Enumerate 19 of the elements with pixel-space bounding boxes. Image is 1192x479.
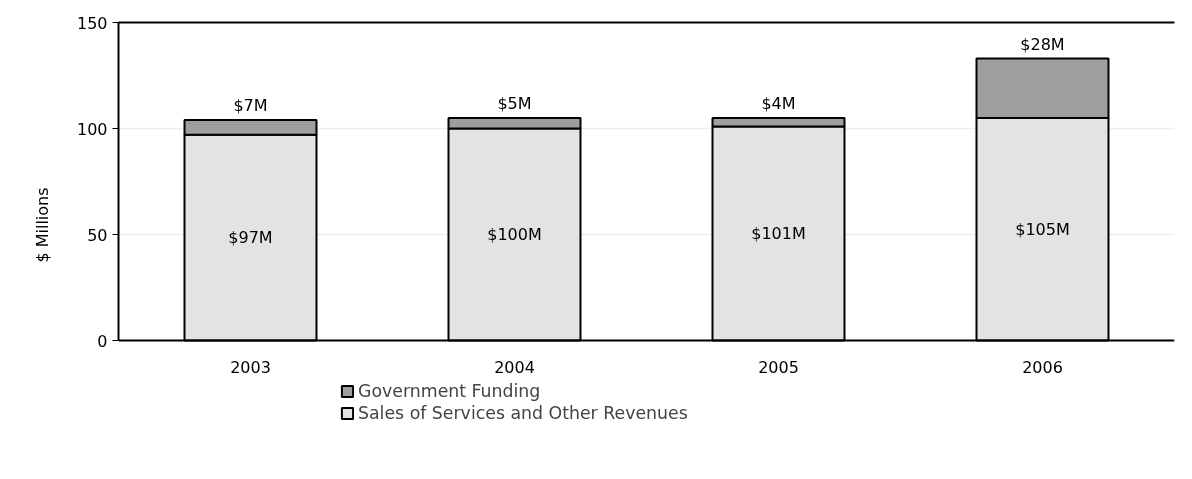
data-label: $100M	[487, 225, 542, 244]
y-tick-label: 50	[87, 225, 108, 245]
data-label: $105M	[1015, 219, 1070, 239]
y-tick-label: 150	[76, 13, 108, 33]
data-label: $7M	[233, 96, 268, 116]
y-tick-label: 100	[76, 119, 108, 139]
legend-label: Government Funding	[358, 381, 541, 401]
y-axis-title: $ Millions	[32, 187, 52, 263]
x-tick-label: 2004	[494, 357, 535, 377]
data-label: $97M	[228, 228, 273, 248]
x-tick-label: 2005	[758, 357, 799, 377]
x-tick-label: 2006	[1022, 357, 1063, 377]
x-tick-label: 2003	[230, 357, 271, 377]
y-tick-label: 0	[97, 331, 108, 351]
data-label: $4M	[761, 93, 796, 113]
legend-label: Sales of Services and Other Revenues	[358, 403, 688, 423]
data-label: $5M	[497, 93, 532, 113]
data-label: $101M	[751, 223, 806, 243]
data-label: $28M	[1020, 34, 1065, 54]
